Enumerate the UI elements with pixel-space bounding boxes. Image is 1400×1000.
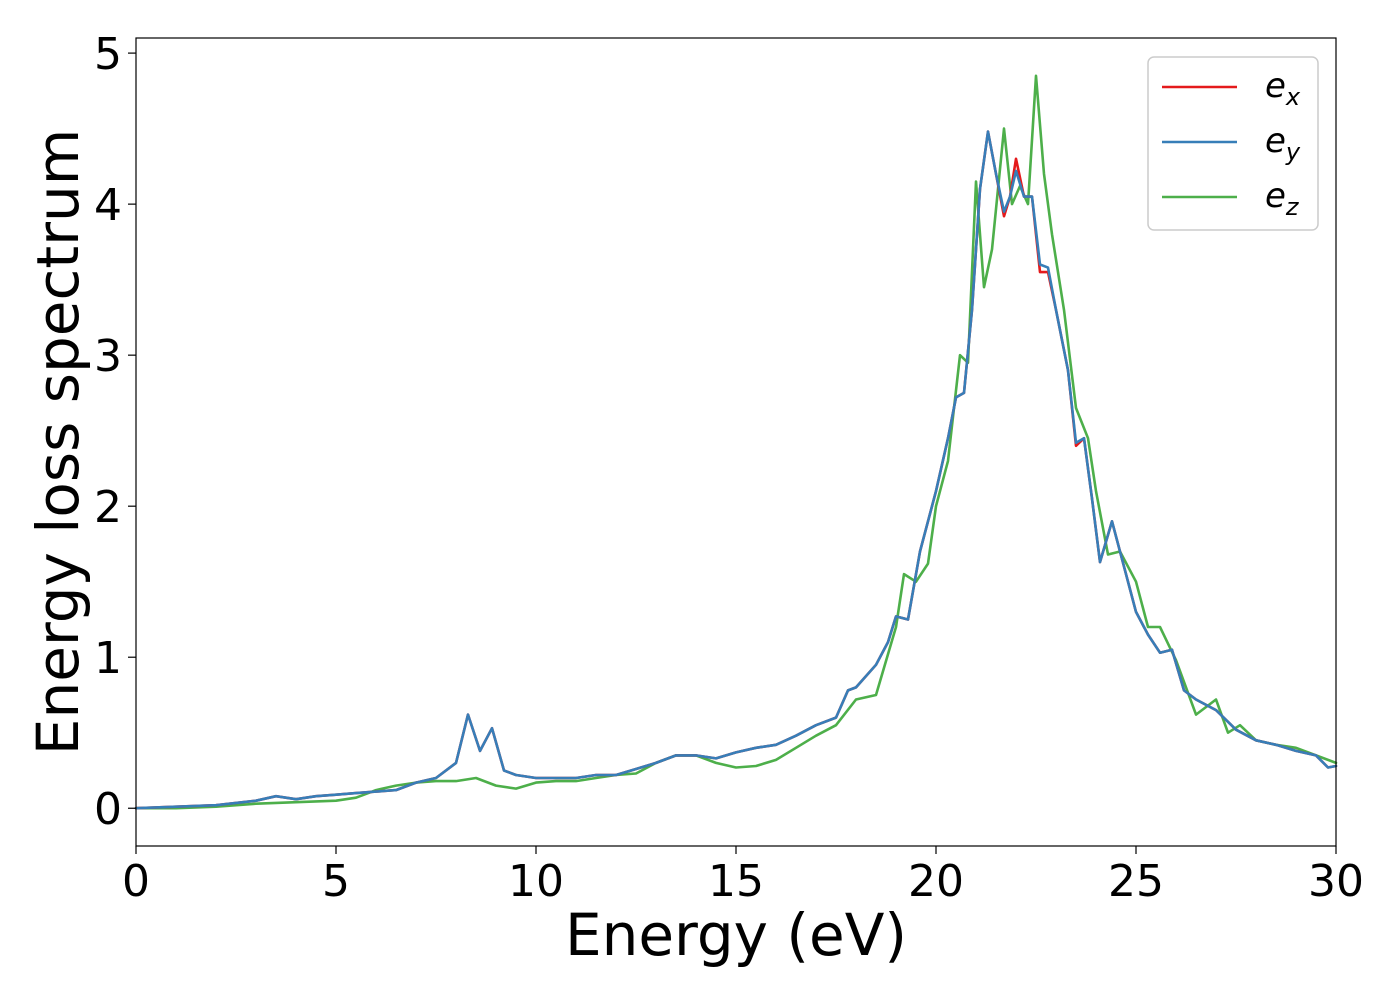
plot-area — [136, 38, 1336, 846]
series-line-ey — [134, 130, 1338, 810]
x-tick-label: 30 — [1308, 856, 1364, 907]
y-tick-label: 0 — [94, 784, 122, 835]
x-tick-label: 5 — [322, 856, 350, 907]
y-tick-label: 4 — [94, 180, 122, 231]
legend-box — [1147, 56, 1319, 231]
legend-label: ex — [1265, 66, 1301, 111]
legend-label-subscript: x — [1285, 83, 1301, 111]
legend-label-base: e — [1265, 66, 1286, 106]
legend-label-subscript: y — [1285, 138, 1301, 166]
legend-label-base: e — [1265, 121, 1286, 161]
legend-label: ez — [1265, 176, 1300, 221]
legend-label-base: e — [1265, 176, 1286, 216]
x-tick-label: 0 — [122, 856, 150, 907]
series-line-ez — [134, 74, 1338, 810]
series-group — [134, 74, 1338, 810]
x-tick-label: 25 — [1108, 856, 1164, 907]
y-tick-label: 2 — [94, 482, 122, 533]
x-axis-title: Energy (eV) — [565, 901, 907, 969]
y-tick-label: 5 — [94, 29, 122, 80]
x-axis: 0 5 10 15 20 25 30 — [122, 846, 1364, 907]
legend-label-subscript: z — [1285, 193, 1300, 221]
x-tick-label: 20 — [908, 856, 964, 907]
y-axis-title: Energy loss spectrum — [24, 129, 92, 755]
y-tick-label: 3 — [94, 331, 122, 382]
x-tick-label: 10 — [508, 856, 564, 907]
x-tick-label: 15 — [708, 856, 764, 907]
y-tick-label: 1 — [94, 633, 122, 684]
y-axis: 0 1 2 3 4 5 — [94, 29, 136, 835]
legend-label: ey — [1265, 121, 1301, 166]
